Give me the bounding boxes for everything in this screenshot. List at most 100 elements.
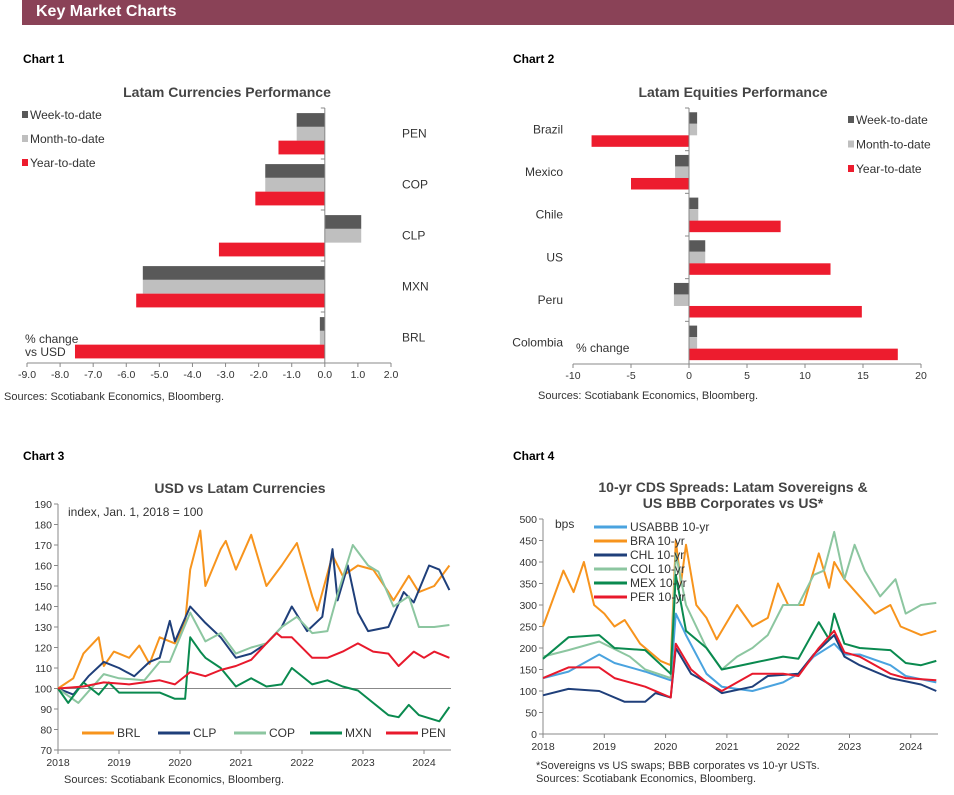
y-tick-label: 100 [34, 684, 52, 696]
x-tick-label: 2020 [168, 757, 192, 769]
bar-brl-month-to-date [319, 330, 325, 345]
chart-title: US BBB Corporates vs US* [643, 495, 824, 511]
legend-label: Week-to-date [856, 113, 928, 127]
bar-mxn-month-to-date [142, 279, 325, 294]
bar-pen-year-to-date [278, 140, 325, 155]
legend-swatch [22, 111, 28, 118]
legend-swatch [22, 135, 28, 142]
x-tick-label: -8.0 [51, 369, 69, 381]
bar-brl-week-to-date [319, 317, 325, 331]
legend-label: Year-to-date [856, 162, 922, 176]
x-tick-label: 2020 [654, 741, 678, 753]
bar-pen-week-to-date [296, 113, 325, 127]
series-line-chl [542, 634, 937, 703]
series-line-brl [57, 529, 451, 690]
x-tick-label: 2021 [229, 757, 253, 769]
bar-mexico-month-to-date [675, 166, 689, 178]
bar-chile-year-to-date [689, 220, 781, 233]
chart-3-label: Chart 3 [23, 449, 65, 463]
bar-clp-month-to-date [324, 228, 362, 243]
y-tick-label: 0 [531, 729, 537, 741]
series-line-mex [542, 573, 937, 675]
series-line-clp [57, 548, 451, 696]
legend-swatch [22, 159, 28, 166]
y-tick-label: 190 [34, 499, 52, 511]
y-tick-label: 350 [519, 579, 537, 591]
bar-peru-month-to-date [673, 294, 689, 306]
legend-label: PER 10-yr [630, 590, 685, 604]
x-tick-label: -5 [626, 370, 635, 382]
category-label: Brazil [533, 122, 563, 136]
series-line-col [542, 530, 937, 680]
series-line-mxn [57, 636, 451, 723]
legend-swatch [848, 116, 854, 123]
category-label: Chile [536, 208, 564, 222]
bar-brl-year-to-date [74, 344, 325, 359]
legend-swatch [848, 140, 854, 148]
legend-label: Month-to-date [856, 138, 931, 152]
x-tick-label: -7.0 [84, 369, 102, 381]
category-label: BRL [402, 331, 426, 345]
y-tick-label: 150 [34, 581, 52, 593]
x-tick-label: 2024 [412, 757, 436, 769]
category-label: Mexico [525, 165, 563, 179]
y-tick-label: 90 [40, 704, 52, 716]
x-tick-label: 0 [686, 370, 692, 382]
legend-label: Month-to-date [30, 132, 105, 146]
x-tick-label: 1.0 [351, 369, 366, 381]
bar-mexico-year-to-date [631, 177, 689, 190]
chart-title: Latam Equities Performance [638, 84, 827, 100]
x-tick-label: 10 [799, 370, 811, 382]
bar-clp-year-to-date [218, 242, 325, 257]
chart-title: Latam Currencies Performance [123, 84, 331, 100]
y-tick-label: 100 [519, 686, 537, 698]
series-line-bra [542, 539, 937, 667]
x-tick-label: -1.0 [283, 369, 301, 381]
x-tick-label: 2019 [593, 741, 617, 753]
y-tick-label: 250 [519, 622, 537, 634]
y-tick-label: 140 [34, 602, 52, 614]
x-tick-label: -4.0 [183, 369, 201, 381]
x-tick-label: 2023 [351, 757, 375, 769]
bar-chile-week-to-date [689, 197, 699, 210]
source-note: Sources: Scotiabank Economics, Bloomberg… [4, 391, 224, 403]
annotation: index, Jan. 1, 2018 = 100 [68, 505, 203, 519]
x-tick-label: -3.0 [216, 369, 234, 381]
y-tick-label: 120 [34, 643, 52, 655]
legend-label: BRA 10-yr [630, 534, 685, 548]
bar-mxn-week-to-date [142, 266, 325, 280]
legend-label: BRL [117, 726, 141, 740]
y-tick-label: 450 [519, 536, 537, 548]
legend-label: Year-to-date [30, 156, 96, 170]
bar-brazil-week-to-date [689, 112, 698, 124]
series-line-per [542, 629, 937, 699]
x-tick-label: 2.0 [384, 369, 399, 381]
legend-label: MEX 10-yr [630, 576, 687, 590]
legend-label: COL 10-yr [630, 562, 685, 576]
unit-note: % change [576, 341, 630, 355]
source-note: Sources: Scotiabank Economics, Bloomberg… [538, 390, 758, 402]
unit-note: % change [25, 332, 79, 346]
header-title: Key Market Charts [36, 3, 177, 20]
category-label: Peru [538, 293, 563, 307]
chart-title: 10-yr CDS Spreads: Latam Sovereigns & [598, 479, 867, 495]
category-label: US [546, 250, 563, 264]
x-tick-label: 2022 [290, 757, 314, 769]
bar-mxn-year-to-date [136, 293, 325, 308]
bar-colombia-week-to-date [689, 325, 698, 338]
x-tick-label: 2024 [899, 741, 923, 753]
y-tick-label: 50 [525, 708, 537, 720]
y-axis-label: bps [555, 517, 574, 531]
footnote: *Sovereigns vs US swaps; BBB corporates … [536, 760, 820, 772]
bar-mexico-week-to-date [675, 154, 689, 167]
legend-label: USABBB 10-yr [630, 520, 709, 534]
bar-chile-month-to-date [689, 209, 699, 221]
y-tick-label: 110 [35, 663, 52, 675]
x-tick-label: 0.0 [318, 369, 333, 381]
bar-brazil-year-to-date [591, 135, 689, 147]
legend-swatch [848, 165, 854, 172]
category-label: Colombia [512, 336, 563, 350]
x-tick-label: 5 [744, 370, 750, 382]
y-tick-label: 400 [519, 557, 537, 569]
